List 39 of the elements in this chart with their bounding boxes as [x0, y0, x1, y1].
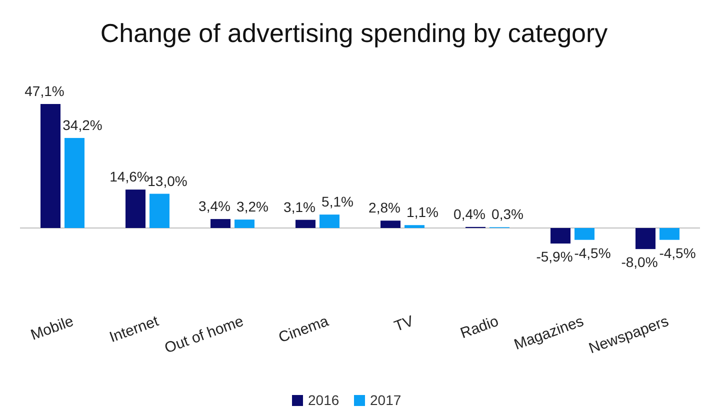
bar: [150, 194, 170, 228]
x-tick-label: Out of home: [162, 312, 246, 357]
bar: [660, 228, 680, 240]
data-label: 1,1%: [406, 204, 438, 220]
bar: [550, 228, 570, 244]
data-label: -4,5%: [659, 244, 696, 261]
x-tick-label: Internet: [107, 312, 162, 346]
bar: [380, 220, 400, 228]
x-tick-label: Cinema: [276, 312, 332, 346]
chart-title: Change of advertising spending by category: [100, 18, 608, 48]
bar: [404, 225, 424, 228]
data-label: -8,0%: [621, 254, 658, 270]
x-tick-label: Radio: [458, 312, 501, 342]
bar: [126, 190, 146, 228]
data-label: 47,1%: [24, 83, 64, 99]
x-tick-label: Mobile: [28, 312, 76, 344]
bar: [210, 219, 230, 228]
bar: [636, 228, 656, 250]
data-label: 3,1%: [284, 198, 316, 215]
legend-label: 2016: [308, 392, 340, 408]
data-label: 13,0%: [148, 172, 188, 189]
data-label: 5,1%: [322, 194, 354, 210]
data-label: 3,4%: [198, 198, 230, 214]
data-label: 3,2%: [236, 198, 268, 215]
bar: [296, 220, 316, 228]
bar: [320, 214, 340, 228]
data-label: -5,9%: [536, 248, 573, 265]
data-label: 14,6%: [110, 168, 150, 185]
legend-label: 2017: [370, 392, 402, 408]
bar: [234, 220, 254, 228]
data-label: 34,2%: [62, 116, 102, 133]
data-label: 0,3%: [492, 206, 524, 222]
bar: [40, 104, 60, 228]
bar: [64, 138, 84, 228]
data-label: -4,5%: [574, 244, 611, 261]
data-label: 2,8%: [368, 200, 400, 216]
x-tick-label: TV: [392, 312, 416, 336]
bar: [574, 228, 594, 240]
data-label: 0,4%: [454, 206, 486, 222]
